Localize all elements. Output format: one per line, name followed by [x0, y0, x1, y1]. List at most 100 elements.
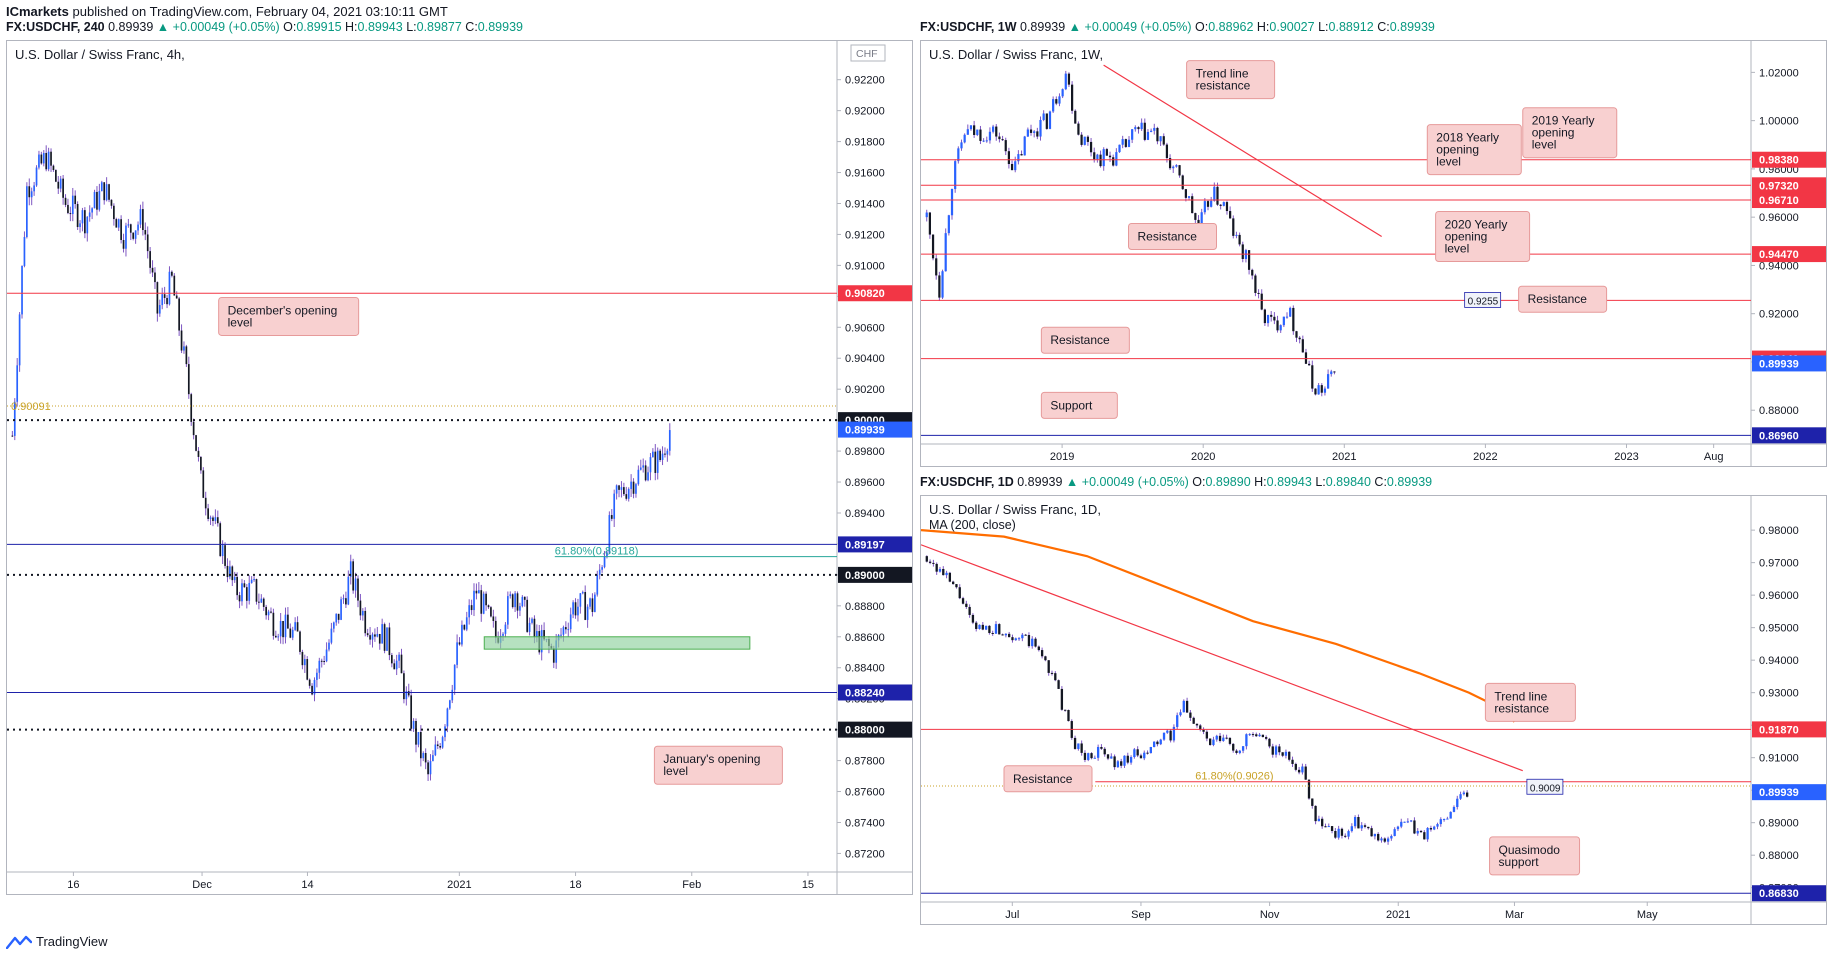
candle-up [507, 596, 509, 625]
candle-down [1156, 127, 1159, 142]
candle-down [1219, 204, 1222, 206]
candle-up [330, 628, 333, 643]
price-label-box [1752, 246, 1826, 263]
price-label-box [838, 684, 912, 701]
candle-up [461, 624, 463, 645]
candle-down [84, 210, 86, 234]
candle-up [1077, 743, 1080, 749]
candle-up [1149, 747, 1153, 754]
candle-up [347, 576, 350, 605]
callout-text: opening [1445, 229, 1488, 243]
candle-up [1235, 234, 1238, 236]
candle-up [361, 610, 364, 616]
price-label-text: 0.89939 [845, 425, 885, 437]
candle-up [21, 265, 23, 315]
candle-up [125, 225, 127, 249]
candle-up [1400, 821, 1403, 827]
candle-up [509, 594, 512, 597]
candle-up [328, 642, 330, 650]
candle-down [1324, 826, 1327, 828]
chart-panel-daily[interactable]: U.S. Dollar / Swiss Franc, 1D, MA (200, … [920, 495, 1827, 925]
callout: Resistance [1003, 765, 1093, 793]
candle-down [1263, 309, 1266, 324]
candle-up [944, 233, 947, 272]
chart-panel-4h[interactable]: U.S. Dollar / Swiss Franc, 4h, 0.92200 0.… [6, 40, 913, 895]
candle-down [644, 465, 647, 481]
x-tick-label: 2021 [1332, 451, 1356, 463]
candle-up [938, 568, 942, 572]
candle-up [47, 151, 50, 170]
candle-down [1270, 314, 1273, 317]
candle-up [1403, 821, 1406, 823]
candle-down [110, 199, 113, 206]
candle-down [1232, 743, 1235, 751]
candle-down [1235, 750, 1238, 753]
candle-down [1057, 680, 1060, 689]
candle-up [376, 633, 379, 637]
y-tick-label: 0.90600 [845, 322, 885, 334]
candle-down [287, 614, 289, 629]
chart-panel-weekly[interactable]: U.S. Dollar / Swiss Franc, 1W, 1.02000 1.… [920, 40, 1827, 467]
y-tick-label: 0.95000 [1759, 623, 1799, 635]
candle-down [62, 178, 64, 198]
x-tick-label: 14 [301, 879, 313, 891]
price-label-text: 0.98380 [1759, 155, 1799, 167]
candle-down [1055, 99, 1058, 104]
candle-down [415, 720, 417, 745]
footer-brand[interactable]: TradingView [6, 934, 108, 949]
candle-down [67, 204, 69, 214]
candle-down [1413, 820, 1416, 834]
currency-box [850, 44, 886, 62]
candle-up [229, 566, 231, 578]
candle-up [1442, 819, 1446, 821]
candle-up [1042, 113, 1045, 120]
candle-up [1337, 828, 1340, 838]
candle-down [664, 453, 666, 455]
candle-up [444, 726, 446, 738]
callout-text: level [228, 315, 253, 329]
candle-up [38, 154, 40, 168]
candle-down [245, 587, 248, 601]
candle-up [381, 624, 384, 644]
callout-box [1518, 285, 1608, 313]
candle-down [1067, 73, 1071, 85]
y-tick-label: 0.89800 [845, 446, 885, 458]
candle-down [995, 126, 998, 137]
candle-down [1090, 753, 1093, 759]
candle-down [1320, 385, 1323, 393]
candle-up [577, 606, 579, 616]
x-tick-label: 2019 [1050, 451, 1074, 463]
x-tick-label: 18 [569, 879, 581, 891]
candle-down [142, 209, 144, 231]
x-tick-label: 2023 [1614, 451, 1638, 463]
candle-down [932, 562, 935, 564]
fib-label: 61.80%(0.9026) [1195, 771, 1273, 783]
candle-up [642, 465, 645, 468]
candle-up [1048, 111, 1052, 129]
y-tick-label: 0.96000 [1759, 590, 1799, 602]
candle-up [325, 649, 328, 662]
candle-up [1023, 136, 1026, 156]
candle-down [1311, 365, 1314, 389]
y-tick-label: 0.93000 [1759, 688, 1799, 700]
candle-down [1333, 371, 1336, 373]
candle-down [1001, 139, 1004, 141]
y-tick-label: 0.90200 [845, 384, 885, 396]
candle-down [533, 618, 536, 637]
candle-up [183, 346, 185, 351]
candle-down [1124, 139, 1127, 147]
candle-up [502, 633, 504, 636]
y-tick-label: 0.94000 [1759, 655, 1799, 667]
candle-up [1360, 825, 1363, 829]
candle-up [1373, 833, 1377, 837]
candle-down [1047, 660, 1050, 673]
inline-price-tag [1526, 778, 1564, 795]
candle-down [1301, 339, 1304, 353]
candle-up [139, 209, 142, 225]
candle-down [1074, 110, 1077, 124]
candle-down [255, 579, 258, 602]
candle-up [1317, 818, 1321, 822]
candle-down [1228, 737, 1232, 744]
candle-up [417, 732, 420, 745]
price-label-text: 0.89197 [845, 539, 885, 551]
